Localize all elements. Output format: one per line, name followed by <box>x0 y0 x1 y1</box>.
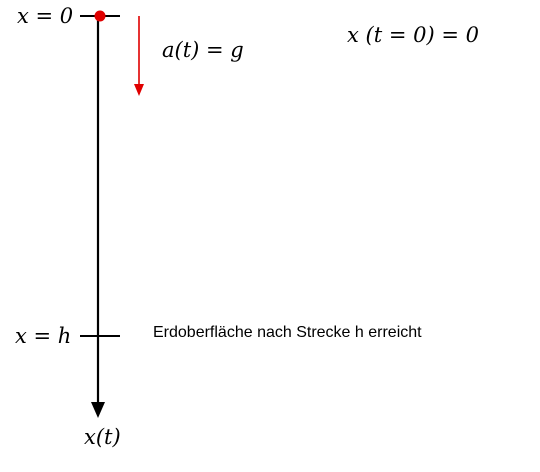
label-x-h: x = h <box>15 324 71 348</box>
label-axis: x(t) <box>84 425 121 449</box>
label-ground-note: Erdoberfläche nach Strecke h erreicht <box>153 324 422 341</box>
label-x-zero: x = 0 <box>17 4 73 28</box>
label-initial-condition: x (t = 0) = 0 <box>347 23 479 47</box>
x-axis-arrowhead <box>91 402 105 418</box>
body-point-icon <box>94 10 106 22</box>
label-acceleration: a(t) = g <box>162 38 244 62</box>
acceleration-arrow-icon <box>134 84 144 96</box>
